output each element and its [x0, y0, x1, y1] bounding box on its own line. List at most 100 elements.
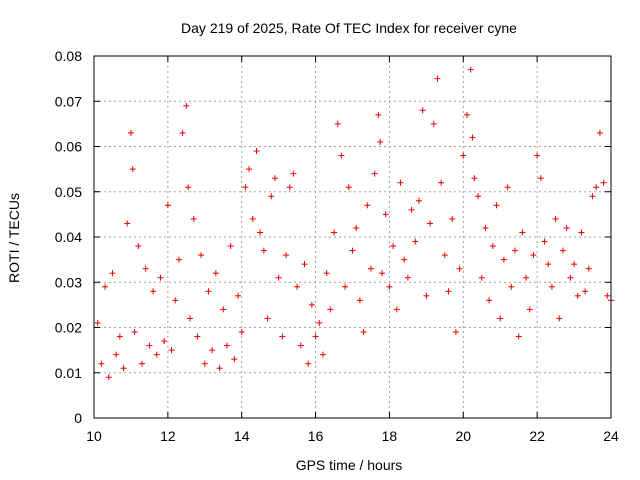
x-tick-label: 14	[234, 428, 250, 444]
data-point	[294, 283, 301, 290]
data-point	[135, 243, 142, 250]
data-point	[179, 129, 186, 136]
data-point	[319, 351, 326, 358]
data-point	[397, 179, 404, 186]
data-point	[94, 319, 101, 326]
data-point	[475, 193, 482, 200]
data-point	[438, 179, 445, 186]
data-point	[456, 265, 463, 272]
data-point	[268, 193, 275, 200]
data-point	[511, 247, 518, 254]
data-point	[175, 256, 182, 263]
data-point	[129, 166, 136, 173]
data-point	[297, 342, 304, 349]
data-point	[469, 134, 476, 141]
data-point	[305, 360, 312, 367]
data-point	[364, 202, 371, 209]
data-point	[223, 342, 230, 349]
y-tick-labels: 0 0.01 0.02 0.03 0.04 0.05 0.06 0.07 0.08	[55, 48, 82, 426]
y-tick-label: 0.08	[55, 48, 82, 64]
data-point	[201, 360, 208, 367]
data-point	[150, 288, 157, 295]
data-point	[187, 315, 194, 322]
data-point	[194, 333, 201, 340]
data-point	[124, 220, 131, 227]
data-point	[286, 184, 293, 191]
data-point	[596, 129, 603, 136]
data-point	[113, 351, 120, 358]
data-point	[249, 215, 256, 222]
data-point	[220, 306, 227, 313]
data-point	[271, 175, 278, 182]
data-point	[212, 270, 219, 277]
data-point	[127, 129, 134, 136]
data-point	[382, 211, 389, 218]
data-point	[419, 107, 426, 114]
data-point	[460, 152, 467, 159]
data-point	[172, 297, 179, 304]
data-point	[559, 247, 566, 254]
data-point	[600, 179, 607, 186]
data-point	[345, 184, 352, 191]
data-point	[264, 315, 271, 322]
data-point	[471, 175, 478, 182]
data-point	[356, 297, 363, 304]
data-point	[146, 342, 153, 349]
data-point	[445, 288, 452, 295]
data-point	[593, 184, 600, 191]
y-tick-label: 0.07	[55, 93, 82, 109]
data-point	[408, 206, 415, 213]
data-point	[157, 274, 164, 281]
data-point	[582, 288, 589, 295]
data-point	[227, 243, 234, 250]
data-point	[434, 75, 441, 82]
data-point	[563, 224, 570, 231]
data-point	[342, 283, 349, 290]
data-point	[449, 215, 456, 222]
data-point	[371, 170, 378, 177]
data-point	[334, 120, 341, 127]
data-point	[452, 329, 459, 336]
data-point	[393, 306, 400, 313]
data-point	[331, 229, 338, 236]
data-point	[235, 292, 242, 299]
y-tick-label: 0.05	[55, 184, 82, 200]
data-point	[161, 338, 168, 345]
x-tick-label: 16	[308, 428, 324, 444]
data-point	[500, 256, 507, 263]
data-point	[379, 270, 386, 277]
data-point	[486, 297, 493, 304]
data-point	[105, 374, 112, 381]
data-point	[216, 365, 223, 372]
y-tick-label: 0	[74, 410, 82, 426]
data-point	[571, 261, 578, 268]
data-point	[427, 220, 434, 227]
x-tick-label: 12	[160, 428, 176, 444]
data-point	[260, 247, 267, 254]
data-point	[504, 184, 511, 191]
data-point	[430, 120, 437, 127]
data-point	[585, 265, 592, 272]
data-point	[578, 229, 585, 236]
data-point	[327, 306, 334, 313]
data-point	[441, 252, 448, 259]
x-tick-label: 18	[382, 428, 398, 444]
x-tick-labels: 10 12 14 16 18 20 22 24	[86, 428, 619, 444]
data-point	[353, 224, 360, 231]
data-point	[246, 166, 253, 173]
data-point	[253, 148, 260, 155]
data-point	[530, 252, 537, 259]
data-point	[534, 152, 541, 159]
y-tick-label: 0.03	[55, 274, 82, 290]
data-point	[545, 261, 552, 268]
data-point	[523, 274, 530, 281]
data-point	[401, 256, 408, 263]
y-tick-label: 0.02	[55, 320, 82, 336]
data-point	[308, 301, 315, 308]
x-tick-label: 24	[603, 428, 619, 444]
data-point	[209, 347, 216, 354]
data-point	[567, 274, 574, 281]
data-point	[242, 184, 249, 191]
data-point	[183, 102, 190, 109]
data-point	[120, 365, 127, 372]
